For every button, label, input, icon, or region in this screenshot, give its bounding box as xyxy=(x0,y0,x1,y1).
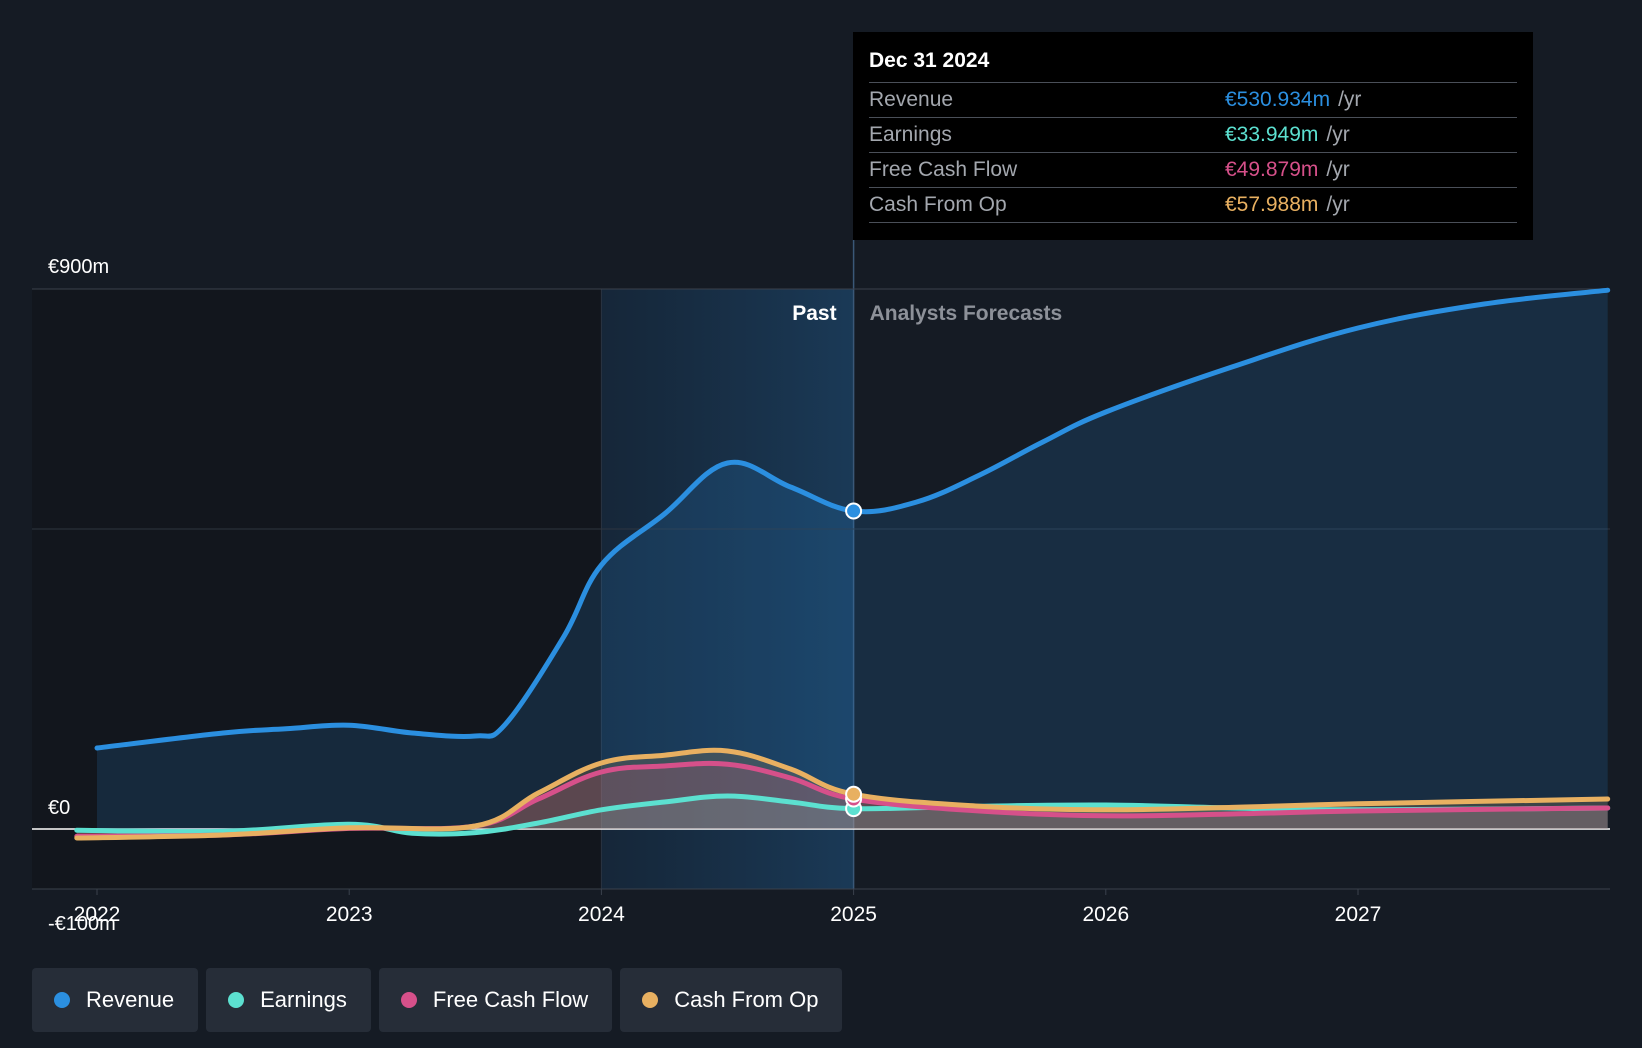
highlight-region xyxy=(601,289,854,889)
tooltip-value: €33.949m xyxy=(1225,123,1319,146)
legend-label: Revenue xyxy=(86,987,175,1012)
x-tick-label: 2023 xyxy=(326,903,373,926)
tooltip-value: €57.988m xyxy=(1225,193,1319,216)
x-tick-label: 2026 xyxy=(1082,903,1129,926)
x-tick-label: 2022 xyxy=(74,903,121,926)
tooltip-label: Revenue xyxy=(869,88,954,111)
legend-item-free-cash-flow[interactable]: Free Cash Flow xyxy=(378,968,613,1032)
tooltip-row-revenue: Revenue €530.934m /yr xyxy=(869,83,1517,118)
tooltip-unit: /yr xyxy=(1338,88,1362,111)
tooltip-row-free-cash-flow: Free Cash Flow €49.879m /yr xyxy=(869,153,1517,188)
tooltip-label: Earnings xyxy=(869,123,952,146)
tooltip-value: €530.934m xyxy=(1225,88,1331,111)
earnings-area xyxy=(76,796,1608,835)
cash-from-op-dot-icon xyxy=(642,992,659,1008)
y-tick-label: -€100m xyxy=(48,913,116,935)
tooltip-row-cash-from-op: Cash From Op €57.988m /yr xyxy=(869,188,1517,223)
legend-label: Earnings xyxy=(260,987,347,1012)
y-tick-label: €900m xyxy=(48,256,109,278)
past-region xyxy=(32,289,602,889)
earnings-dot-icon xyxy=(228,992,245,1008)
revenue-marker xyxy=(845,502,863,520)
x-tick-label: 2025 xyxy=(830,903,877,926)
tooltip: Dec 31 2024 Revenue €530.934m /yr Earnin… xyxy=(853,32,1533,240)
tooltip-unit: /yr xyxy=(1326,158,1350,181)
legend: Revenue Earnings Free Cash Flow Cash Fro… xyxy=(32,968,843,1032)
tooltip-unit: /yr xyxy=(1326,193,1350,216)
legend-item-cash-from-op[interactable]: Cash From Op xyxy=(620,968,843,1032)
tooltip-unit: /yr xyxy=(1326,123,1350,146)
tooltip-date: Dec 31 2024 xyxy=(869,46,1517,83)
x-tick-label: 2024 xyxy=(578,903,625,926)
y-tick-label: €0 xyxy=(48,797,70,819)
tooltip-row-earnings: Earnings €33.949m /yr xyxy=(869,118,1517,153)
cash-from-op-line xyxy=(74,747,1611,841)
revenue-dot-icon xyxy=(54,992,70,1008)
tooltip-value: €49.879m xyxy=(1225,158,1319,181)
past-label: Past xyxy=(792,302,836,325)
legend-item-earnings[interactable]: Earnings xyxy=(206,968,371,1032)
tooltip-label: Cash From Op xyxy=(869,193,1007,216)
revenue-area xyxy=(97,290,1608,829)
forecast-label: Analysts Forecasts xyxy=(870,302,1063,325)
legend-label: Cash From Op xyxy=(674,987,819,1012)
legend-label: Free Cash Flow xyxy=(432,987,589,1012)
tooltip-label: Free Cash Flow xyxy=(869,158,1018,181)
x-tick-label: 2027 xyxy=(1335,903,1382,926)
revenue-line xyxy=(94,287,1611,751)
legend-item-revenue[interactable]: Revenue xyxy=(32,968,199,1032)
free-cash-flow-dot-icon xyxy=(400,992,417,1008)
cash-from-op-marker xyxy=(845,785,863,803)
free-cash-flow-area xyxy=(76,763,1608,837)
